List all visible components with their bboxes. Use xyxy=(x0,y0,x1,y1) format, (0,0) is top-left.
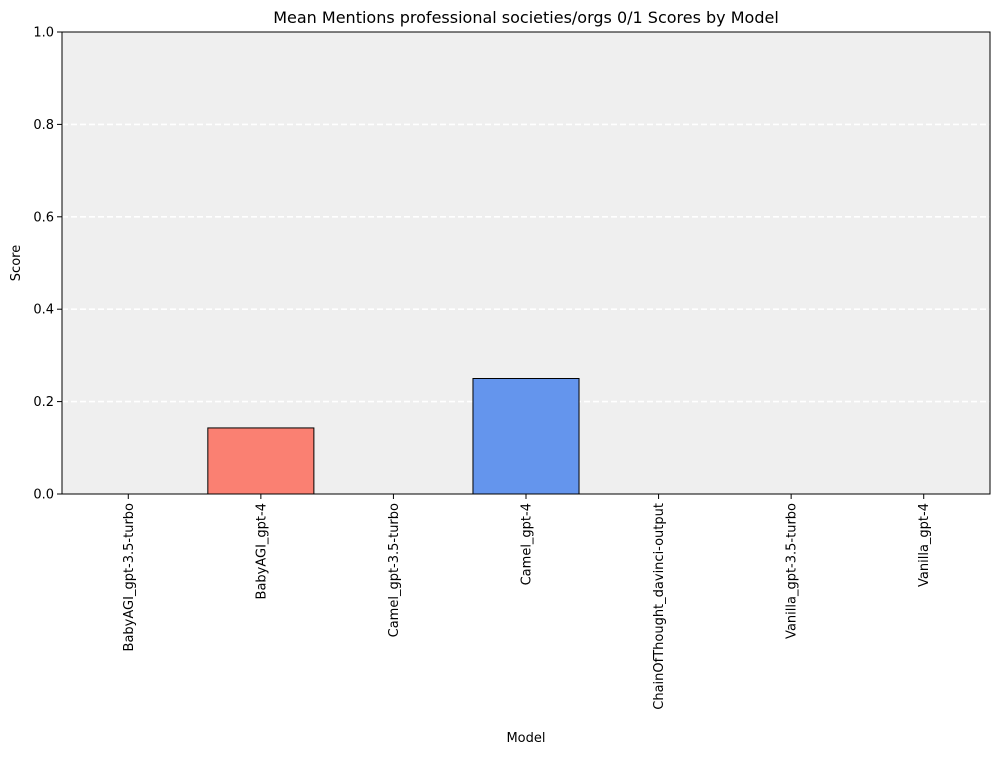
y-tick-label: 0.6 xyxy=(33,210,54,225)
chart-title: Mean Mentions professional societies/org… xyxy=(273,8,779,27)
y-axis-label: Score xyxy=(9,245,24,281)
x-tick-label: Camel_gpt-3.5-turbo xyxy=(387,503,402,637)
x-ticks: BabyAGI_gpt-3.5-turbo BabyAGI_gpt-4 Camel_… xyxy=(122,494,932,710)
bars xyxy=(207,378,580,495)
y-tick-label: 0.0 xyxy=(33,488,54,503)
x-axis-label: Model xyxy=(506,731,545,746)
y-ticks: 0.0 0.2 0.4 0.6 0.8 1.0 xyxy=(33,26,62,503)
bar xyxy=(207,427,315,495)
x-tick-label: BabyAGI_gpt-4 xyxy=(254,503,269,599)
y-tick-label: 0.2 xyxy=(33,395,54,410)
x-tick-label: ChainOfThought_davinci-output xyxy=(652,503,667,710)
y-tick-label: 0.4 xyxy=(33,303,54,318)
bar xyxy=(472,378,580,495)
x-tick-label: Camel_gpt-4 xyxy=(520,503,535,585)
x-tick-label: Vanilla_gpt-4 xyxy=(917,503,932,587)
x-tick-label: BabyAGI_gpt-3.5-turbo xyxy=(122,503,137,651)
y-tick-label: 1.0 xyxy=(33,26,54,41)
y-tick-label: 0.8 xyxy=(33,118,54,133)
x-tick-label: Vanilla_gpt-3.5-turbo xyxy=(785,503,800,639)
